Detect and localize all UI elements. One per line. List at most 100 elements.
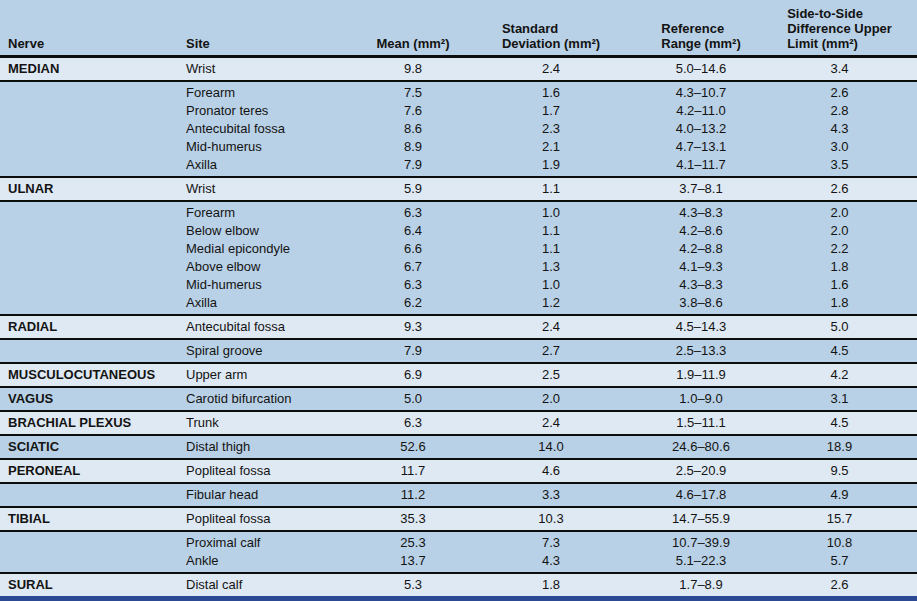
- mean-cell: 7.9: [364, 156, 462, 177]
- mean-cell: 11.7: [364, 459, 462, 483]
- standard-deviation-cell: 1.1: [462, 222, 640, 240]
- table-row: MUSCULOCUTANEOUS Upper arm 6.9 2.5 1.9–1…: [0, 363, 917, 387]
- standard-deviation-cell: 1.3: [462, 258, 640, 276]
- standard-deviation-cell: 2.5: [462, 363, 640, 387]
- col-header-mean-label: Mean (mm²): [377, 36, 450, 51]
- mean-cell: 52.6: [364, 435, 462, 459]
- side-to-side-difference-cell: 18.9: [762, 435, 917, 459]
- side-to-side-difference-cell: 2.6: [762, 177, 917, 201]
- mean-cell: 7.9: [364, 339, 462, 363]
- site-cell: Distal calf: [182, 573, 364, 596]
- side-to-side-difference-cell: 3.1: [762, 387, 917, 411]
- nerve-cell: SURAL: [0, 573, 182, 596]
- standard-deviation-cell: 1.1: [462, 240, 640, 258]
- site-cell: Antecubital fossa: [182, 120, 364, 138]
- site-cell: Above elbow: [182, 258, 364, 276]
- table-row: BRACHIAL PLEXUS Trunk 6.3 2.4 1.5–11.1 4…: [0, 411, 917, 435]
- col-header-nerve-label: Nerve: [8, 36, 44, 51]
- col-header-standard-deviation: Standard Deviation (mm²): [462, 0, 640, 57]
- mean-cell: 5.9: [364, 177, 462, 201]
- nerve-cell: [0, 531, 182, 552]
- standard-deviation-cell: 1.6: [462, 81, 640, 102]
- site-cell: Mid-humerus: [182, 276, 364, 294]
- reference-range-cell: 10.7–39.9: [640, 531, 762, 552]
- side-to-side-difference-cell: 5.0: [762, 315, 917, 339]
- table-row: Below elbow 6.4 1.1 4.2–8.6 2.0: [0, 222, 917, 240]
- reference-range-cell: 4.1–9.3: [640, 258, 762, 276]
- standard-deviation-cell: 1.8: [462, 573, 640, 596]
- reference-range-cell: 4.3–10.7: [640, 81, 762, 102]
- reference-range-cell: 4.7–13.1: [640, 138, 762, 156]
- site-cell: Wrist: [182, 177, 364, 201]
- col-header-site: Site: [182, 0, 364, 57]
- side-to-side-difference-cell: 3.5: [762, 156, 917, 177]
- table-row: SURAL Distal calf 5.3 1.8 1.7–8.9 2.6: [0, 573, 917, 596]
- reference-range-cell: 14.7–55.9: [640, 507, 762, 531]
- nerve-cell: [0, 138, 182, 156]
- standard-deviation-cell: 2.0: [462, 387, 640, 411]
- standard-deviation-cell: 4.3: [462, 552, 640, 573]
- table-row: RADIAL Antecubital fossa 9.3 2.4 4.5–14.…: [0, 315, 917, 339]
- nerve-cell: PERONEAL: [0, 459, 182, 483]
- mean-cell: 6.6: [364, 240, 462, 258]
- col-header-mean: Mean (mm²): [364, 0, 462, 57]
- standard-deviation-cell: 1.2: [462, 294, 640, 315]
- standard-deviation-cell: 2.4: [462, 57, 640, 82]
- table-row: Antecubital fossa 8.6 2.3 4.0–13.2 4.3: [0, 120, 917, 138]
- reference-range-cell: 24.6–80.6: [640, 435, 762, 459]
- col-header-reference-range-label: Reference Range (mm²): [661, 21, 740, 51]
- nerve-cell: [0, 222, 182, 240]
- table-row: VAGUS Carotid bifurcation 5.0 2.0 1.0–9.…: [0, 387, 917, 411]
- site-cell: Mid-humerus: [182, 138, 364, 156]
- standard-deviation-cell: 1.0: [462, 201, 640, 222]
- reference-range-cell: 1.9–11.9: [640, 363, 762, 387]
- side-to-side-difference-cell: 4.5: [762, 339, 917, 363]
- site-cell: Trunk: [182, 411, 364, 435]
- table-row: Medial epicondyle 6.6 1.1 4.2–8.8 2.2: [0, 240, 917, 258]
- side-to-side-difference-cell: 3.0: [762, 138, 917, 156]
- site-cell: Carotid bifurcation: [182, 387, 364, 411]
- col-header-side-to-side-difference: Side-to-Side Difference Upper Limit (mm²…: [762, 0, 917, 57]
- mean-cell: 9.3: [364, 315, 462, 339]
- mean-cell: 11.2: [364, 483, 462, 507]
- nerve-cell: [0, 339, 182, 363]
- nerve-cell: VAGUS: [0, 387, 182, 411]
- reference-range-cell: 1.5–11.1: [640, 411, 762, 435]
- side-to-side-difference-cell: 4.2: [762, 363, 917, 387]
- side-to-side-difference-cell: 3.4: [762, 57, 917, 82]
- mean-cell: 35.3: [364, 507, 462, 531]
- nerve-csa-reference-table: Nerve Site Mean (mm²) Standard Deviation…: [0, 0, 917, 601]
- table-row: Mid-humerus 6.3 1.0 4.3–8.3 1.6: [0, 276, 917, 294]
- standard-deviation-cell: 3.3: [462, 483, 640, 507]
- table-row: TIBIAL Popliteal fossa 35.3 10.3 14.7–55…: [0, 507, 917, 531]
- table-row: Above elbow 6.7 1.3 4.1–9.3 1.8: [0, 258, 917, 276]
- reference-range-cell: 3.8–8.6: [640, 294, 762, 315]
- mean-cell: 7.5: [364, 81, 462, 102]
- side-to-side-difference-cell: 2.8: [762, 102, 917, 120]
- reference-range-cell: 4.0–13.2: [640, 120, 762, 138]
- site-cell: Popliteal fossa: [182, 459, 364, 483]
- standard-deviation-cell: 1.1: [462, 177, 640, 201]
- mean-cell: 6.2: [364, 294, 462, 315]
- col-header-reference-range: Reference Range (mm²): [640, 0, 762, 57]
- site-cell: Wrist: [182, 57, 364, 82]
- reference-range-cell: 2.5–20.9: [640, 459, 762, 483]
- mean-cell: 7.6: [364, 102, 462, 120]
- table-row: Axilla 6.2 1.2 3.8–8.6 1.8: [0, 294, 917, 315]
- site-cell: Pronator teres: [182, 102, 364, 120]
- mean-cell: 6.3: [364, 411, 462, 435]
- bottom-accent-bar: [0, 596, 917, 601]
- site-cell: Proximal calf: [182, 531, 364, 552]
- mean-cell: 25.3: [364, 531, 462, 552]
- site-cell: Axilla: [182, 156, 364, 177]
- standard-deviation-cell: 2.4: [462, 315, 640, 339]
- reference-range-cell: 3.7–8.1: [640, 177, 762, 201]
- side-to-side-difference-cell: 4.9: [762, 483, 917, 507]
- side-to-side-difference-cell: 4.3: [762, 120, 917, 138]
- site-cell: Antecubital fossa: [182, 315, 364, 339]
- mean-cell: 6.3: [364, 276, 462, 294]
- nerve-cell: MEDIAN: [0, 57, 182, 82]
- nerve-cell: TIBIAL: [0, 507, 182, 531]
- table-row: ULNAR Wrist 5.9 1.1 3.7–8.1 2.6: [0, 177, 917, 201]
- standard-deviation-cell: 1.9: [462, 156, 640, 177]
